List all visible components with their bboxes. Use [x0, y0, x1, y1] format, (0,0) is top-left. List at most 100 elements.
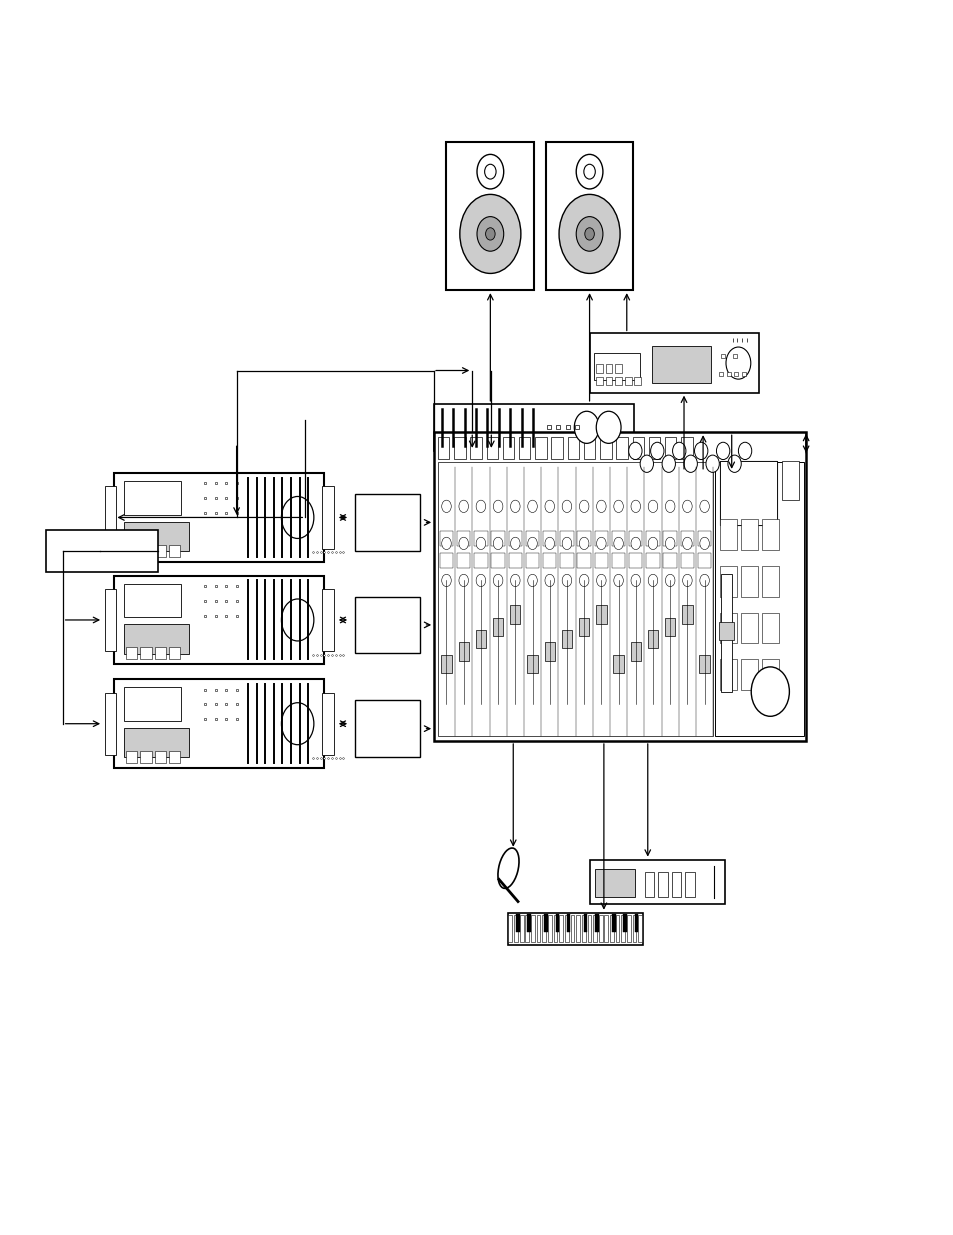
Bar — [740, 519, 757, 550]
Bar — [541, 915, 545, 942]
Bar — [599, 437, 611, 459]
Bar — [561, 630, 572, 648]
Bar — [439, 531, 453, 546]
Bar — [525, 915, 529, 942]
Bar — [658, 872, 667, 897]
Circle shape — [510, 537, 519, 550]
Bar — [589, 333, 759, 393]
Bar — [605, 377, 612, 385]
Bar — [615, 915, 618, 942]
Circle shape — [639, 456, 653, 473]
Bar — [508, 531, 521, 546]
Bar — [596, 377, 602, 385]
Bar — [594, 531, 607, 546]
Circle shape — [596, 574, 605, 587]
Bar — [525, 553, 538, 568]
Bar — [662, 553, 677, 568]
Bar — [169, 647, 180, 659]
Bar — [615, 377, 621, 385]
Circle shape — [544, 537, 554, 550]
Bar — [589, 860, 724, 904]
Bar — [578, 618, 589, 636]
Circle shape — [476, 537, 485, 550]
Bar — [615, 364, 621, 373]
Bar — [662, 531, 677, 546]
Bar — [719, 566, 736, 597]
Bar — [740, 566, 757, 597]
Bar — [437, 462, 713, 736]
Bar — [680, 531, 694, 546]
Circle shape — [683, 456, 697, 473]
Bar — [322, 693, 334, 755]
Circle shape — [527, 500, 537, 513]
Circle shape — [700, 574, 709, 587]
Bar — [124, 729, 189, 757]
Bar — [613, 655, 623, 673]
Bar — [555, 914, 558, 932]
Bar — [719, 659, 736, 690]
Bar — [519, 915, 523, 942]
Circle shape — [281, 496, 314, 538]
Bar — [671, 872, 680, 897]
Circle shape — [493, 500, 502, 513]
Bar — [566, 914, 570, 932]
Bar — [476, 630, 486, 648]
Circle shape — [661, 456, 675, 473]
Circle shape — [485, 227, 495, 240]
Bar — [124, 687, 181, 721]
Bar — [651, 346, 710, 383]
Bar — [699, 655, 709, 673]
Bar — [611, 914, 615, 932]
Circle shape — [727, 456, 740, 473]
Bar — [598, 915, 602, 942]
Circle shape — [613, 537, 622, 550]
Bar — [355, 494, 419, 551]
Bar — [664, 618, 675, 636]
Circle shape — [458, 500, 468, 513]
Bar — [593, 915, 597, 942]
Bar — [544, 642, 555, 661]
Bar — [740, 613, 757, 643]
Circle shape — [459, 194, 520, 273]
Circle shape — [510, 574, 519, 587]
Bar — [491, 531, 504, 546]
Circle shape — [647, 537, 657, 550]
Circle shape — [281, 599, 314, 641]
Bar — [760, 566, 778, 597]
Bar — [558, 915, 562, 942]
Bar — [439, 553, 453, 568]
Circle shape — [576, 216, 602, 251]
Bar — [618, 440, 787, 472]
Circle shape — [738, 442, 751, 459]
Bar — [169, 545, 180, 557]
Bar — [434, 404, 634, 451]
Circle shape — [476, 500, 485, 513]
Circle shape — [476, 216, 503, 251]
Bar — [551, 437, 562, 459]
Bar — [630, 642, 640, 661]
Bar — [456, 531, 470, 546]
Bar — [140, 647, 152, 659]
Bar — [553, 915, 557, 942]
Bar — [126, 751, 137, 763]
Bar — [718, 622, 733, 640]
Bar — [587, 915, 591, 942]
Circle shape — [527, 537, 537, 550]
Bar — [634, 914, 638, 932]
Bar — [124, 583, 181, 618]
Bar — [570, 915, 574, 942]
Circle shape — [630, 537, 639, 550]
Bar — [545, 142, 633, 290]
Circle shape — [476, 574, 485, 587]
Bar — [537, 915, 539, 942]
Bar — [542, 553, 556, 568]
Bar — [437, 437, 449, 459]
Circle shape — [665, 574, 675, 587]
Bar — [507, 913, 642, 945]
Bar — [114, 679, 324, 768]
Bar — [516, 914, 519, 932]
Bar — [610, 915, 613, 942]
Bar — [525, 531, 538, 546]
Bar — [126, 647, 137, 659]
Bar — [626, 915, 630, 942]
